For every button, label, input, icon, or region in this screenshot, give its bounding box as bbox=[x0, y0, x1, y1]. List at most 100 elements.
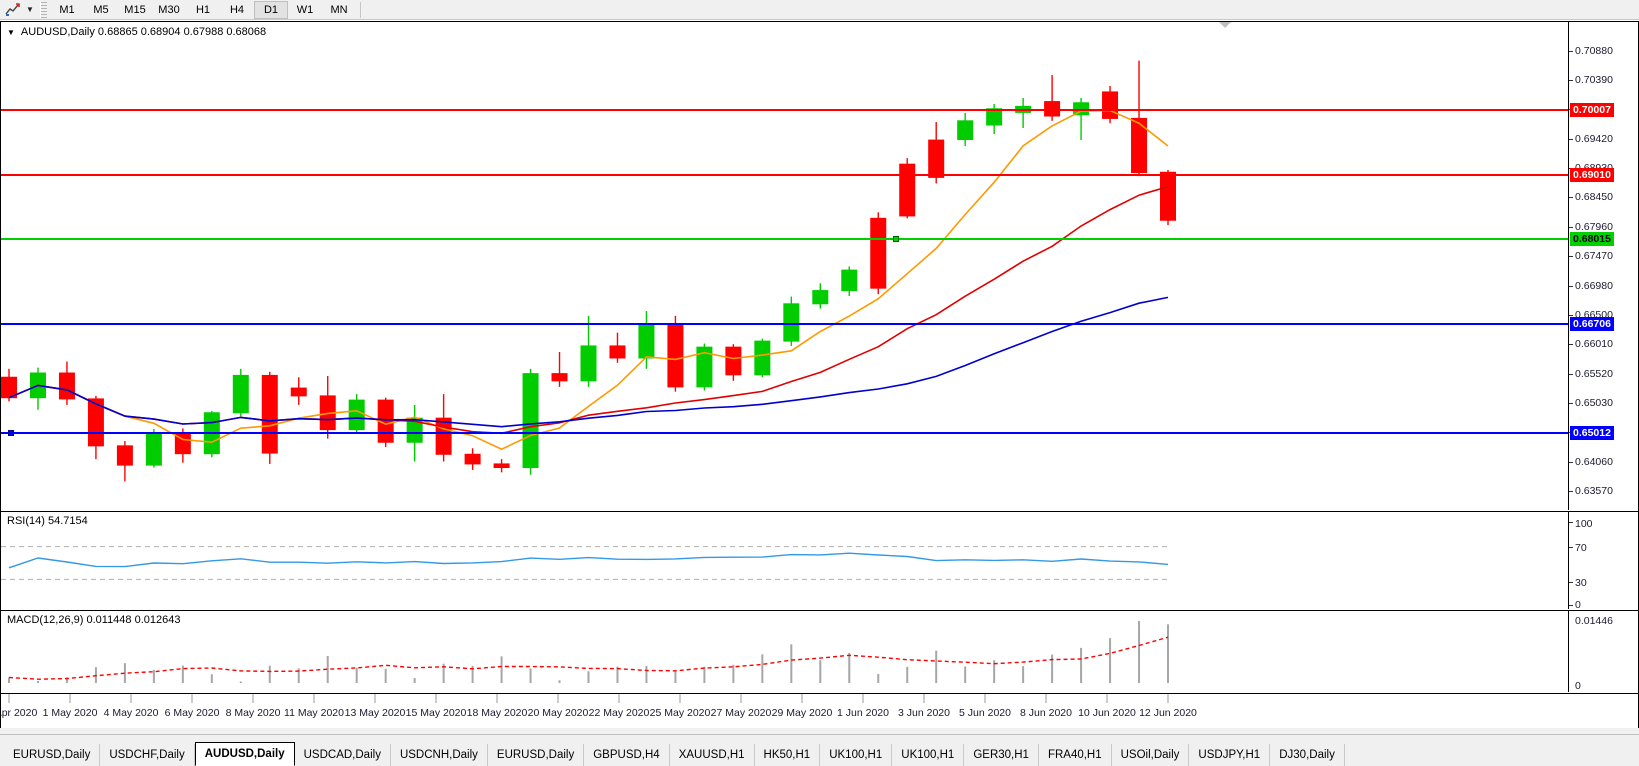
macd-series bbox=[8, 621, 1169, 683]
chart-tab-usdcad-daily[interactable]: USDCAD,Daily bbox=[295, 744, 391, 766]
price-pane[interactable]: ▼ AUDUSD,Daily 0.68865 0.68904 0.67988 0… bbox=[1, 22, 1638, 510]
chart-tab-usdjpy-h1[interactable]: USDJPY,H1 bbox=[1189, 744, 1271, 766]
chart-tab-usdcnh-daily[interactable]: USDCNH,Daily bbox=[391, 744, 488, 766]
svg-text:6 May 2020: 6 May 2020 bbox=[165, 707, 220, 719]
price-tag-0.65012[interactable]: 0.65012 bbox=[1570, 426, 1614, 440]
rsi-axis-label-100: 100 bbox=[1575, 518, 1593, 530]
chart-tab-bar[interactable]: EURUSD,Daily USDCHF,Daily AUDUSD,Daily USDC… bbox=[0, 734, 1639, 766]
chart-header: ▼ AUDUSD,Daily 0.68865 0.68904 0.67988 0… bbox=[7, 26, 266, 38]
macd-axis-label-max: 0.01446 bbox=[1575, 615, 1613, 627]
rsi-plot[interactable] bbox=[1, 512, 1568, 609]
chart-tab-uk100-h1[interactable]: UK100,H1 bbox=[820, 744, 893, 766]
price-axis-label-0.64060: 0.64060 bbox=[1575, 455, 1613, 468]
chart-tab-eurusd-daily[interactable]: EURUSD,Daily bbox=[488, 744, 585, 766]
macd-header: MACD(12,26,9) 0.011448 0.012643 bbox=[7, 614, 181, 626]
chart-tab-eurusd-daily[interactable]: EURUSD,Daily bbox=[4, 744, 101, 766]
price-axis-label-0.65520: 0.65520 bbox=[1575, 367, 1613, 380]
timeframe-d1[interactable]: D1 bbox=[254, 0, 288, 19]
rsi-header: RSI(14) 54.7154 bbox=[7, 515, 88, 527]
svg-text:27 May 2020: 27 May 2020 bbox=[711, 707, 772, 719]
svg-text:1 May 2020: 1 May 2020 bbox=[43, 707, 98, 719]
level-line-0.65012[interactable] bbox=[1, 432, 1568, 434]
toolbar-divider bbox=[360, 1, 361, 18]
rsi-axis-label-30: 30 bbox=[1575, 577, 1587, 589]
indicators-icon[interactable] bbox=[2, 1, 24, 19]
svg-text:15 May 2020: 15 May 2020 bbox=[406, 707, 467, 719]
chart-tab-ger30-h1[interactable]: GER30,H1 bbox=[964, 744, 1039, 766]
svg-text:5 Jun 2020: 5 Jun 2020 bbox=[959, 707, 1011, 719]
macd-axis-label-zero: 0 bbox=[1575, 680, 1581, 692]
level-line-0.68015[interactable] bbox=[1, 238, 1568, 240]
price-axis-label-0.69420: 0.69420 bbox=[1575, 132, 1613, 145]
chart-tab-xauusd-h1[interactable]: XAUUSD,H1 bbox=[670, 744, 755, 766]
level-anchor-green[interactable] bbox=[893, 236, 899, 242]
svg-text:4 May 2020: 4 May 2020 bbox=[104, 707, 159, 719]
price-axis[interactable]: 0.708800.703900.699100.694200.689300.684… bbox=[1568, 22, 1638, 510]
price-tag-0.66706[interactable]: 0.66706 bbox=[1570, 317, 1614, 331]
timeframe-m30[interactable]: M30 bbox=[158, 3, 180, 16]
level-anchor-blue[interactable] bbox=[8, 430, 14, 436]
chart-symbol-ohlc: AUDUSD,Daily 0.68865 0.68904 0.67988 0.6… bbox=[20, 26, 267, 38]
svg-text:12 Jun 2020: 12 Jun 2020 bbox=[1139, 707, 1197, 719]
svg-text:25 May 2020: 25 May 2020 bbox=[650, 707, 711, 719]
price-tag-0.70007[interactable]: 0.70007 bbox=[1570, 103, 1614, 117]
price-tag-0.69010[interactable]: 0.69010 bbox=[1570, 168, 1614, 182]
chevron-down-icon[interactable]: ▼ bbox=[26, 5, 34, 14]
chart-tab-dj30-daily[interactable]: DJ30,Daily bbox=[1270, 744, 1345, 766]
timeframe-m5[interactable]: M5 bbox=[93, 3, 109, 16]
price-axis-label-0.67470: 0.67470 bbox=[1575, 250, 1613, 263]
timeframe-h1[interactable]: H1 bbox=[195, 3, 211, 16]
chart-tab-uk100-h1[interactable]: UK100,H1 bbox=[892, 744, 965, 766]
grip-handle-icon[interactable] bbox=[40, 1, 47, 18]
svg-text:18 May 2020: 18 May 2020 bbox=[467, 707, 528, 719]
macd-plot[interactable] bbox=[1, 611, 1568, 692]
price-axis-label-0.66010: 0.66010 bbox=[1575, 338, 1613, 351]
svg-text:1 Jun 2020: 1 Jun 2020 bbox=[837, 707, 889, 719]
price-tag-0.68015[interactable]: 0.68015 bbox=[1570, 232, 1614, 246]
timeframe-w1[interactable]: W1 bbox=[296, 3, 314, 16]
price-axis-label-0.63570: 0.63570 bbox=[1575, 485, 1613, 497]
macd-axis[interactable]: 0.01446 0 bbox=[1568, 611, 1638, 692]
price-axis-label-0.70880: 0.70880 bbox=[1575, 45, 1613, 57]
svg-text:29 Apr 2020: 29 Apr 2020 bbox=[1, 707, 37, 719]
rsi-series bbox=[1, 546, 1169, 580]
chart-tab-usoil-daily[interactable]: USOil,Daily bbox=[1112, 744, 1190, 766]
price-axis-label-0.66980: 0.66980 bbox=[1575, 279, 1613, 292]
timeframe-m1[interactable]: M1 bbox=[59, 3, 75, 16]
level-line-0.69010[interactable] bbox=[1, 174, 1568, 176]
crosshair-marker-icon bbox=[1219, 22, 1231, 28]
timeframe-h4[interactable]: H4 bbox=[229, 3, 245, 16]
svg-text:8 Jun 2020: 8 Jun 2020 bbox=[1020, 707, 1072, 719]
date-axis[interactable]: 29 Apr 2020 1 May 2020 4 May 2020 6 May 202… bbox=[1, 693, 1638, 732]
svg-text:13 May 2020: 13 May 2020 bbox=[345, 707, 406, 719]
macd-pane[interactable]: MACD(12,26,9) 0.011448 0.012643 0.01446 … bbox=[1, 610, 1638, 692]
chart-area[interactable]: ▼ AUDUSD,Daily 0.68865 0.68904 0.67988 0… bbox=[0, 21, 1639, 733]
svg-text:20 May 2020: 20 May 2020 bbox=[528, 707, 589, 719]
chart-tab-usdchf-daily[interactable]: USDCHF,Daily bbox=[100, 744, 195, 766]
price-axis-label-0.68450: 0.68450 bbox=[1575, 191, 1613, 204]
level-line-0.66706[interactable] bbox=[1, 323, 1568, 325]
price-axis-label-0.67960: 0.67960 bbox=[1575, 220, 1613, 233]
price-axis-label-0.70390: 0.70390 bbox=[1575, 74, 1613, 87]
timeframe-m15[interactable]: M15 bbox=[124, 3, 146, 16]
svg-text:8 May 2020: 8 May 2020 bbox=[226, 707, 281, 719]
svg-text:22 May 2020: 22 May 2020 bbox=[589, 707, 650, 719]
timeframe-toolbar: ▼ M1 M5 M15 M30 H1 H4 D1 W1 MN bbox=[0, 0, 1639, 20]
svg-text:29 May 2020: 29 May 2020 bbox=[772, 707, 833, 719]
svg-text:3 Jun 2020: 3 Jun 2020 bbox=[898, 707, 950, 719]
price-plot[interactable] bbox=[1, 22, 1568, 510]
svg-text:11 May 2020: 11 May 2020 bbox=[284, 707, 344, 719]
rsi-pane[interactable]: RSI(14) 54.7154 100 70 30 0 bbox=[1, 511, 1638, 611]
chart-tab-gbpusd-h4[interactable]: GBPUSD,H4 bbox=[584, 744, 670, 766]
chart-tab-fra40-h1[interactable]: FRA40,H1 bbox=[1039, 744, 1112, 766]
chart-tab-hk50-h1[interactable]: HK50,H1 bbox=[755, 744, 821, 766]
level-line-0.70007[interactable] bbox=[1, 109, 1568, 111]
rsi-axis-label-0: 0 bbox=[1575, 599, 1581, 611]
rsi-axis[interactable]: 100 70 30 0 bbox=[1568, 512, 1638, 611]
chart-tab-audusd-daily[interactable]: AUDUSD,Daily bbox=[194, 742, 295, 766]
timeframe-mn[interactable]: MN bbox=[330, 3, 348, 16]
chart-menu-caret-icon[interactable]: ▼ bbox=[7, 27, 15, 37]
status-strip bbox=[0, 728, 1639, 734]
rsi-axis-label-70: 70 bbox=[1575, 542, 1587, 554]
